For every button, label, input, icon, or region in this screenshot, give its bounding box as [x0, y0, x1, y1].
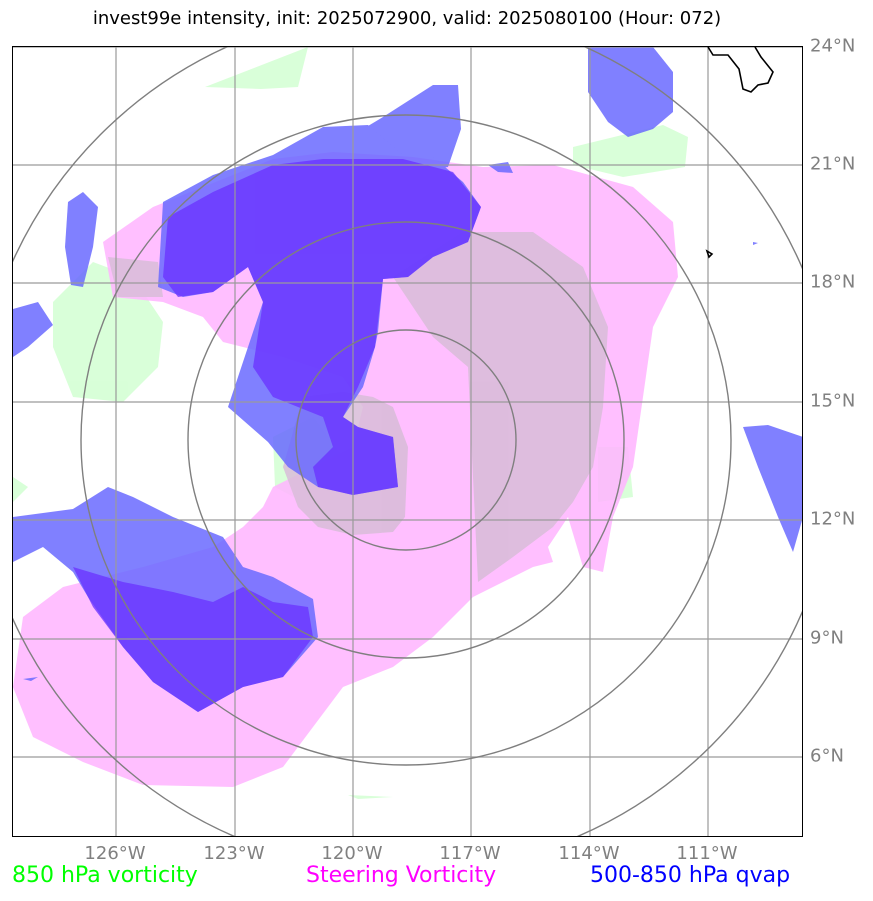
lon-label-120w: 120°W: [321, 843, 383, 864]
lon-label-114w: 114°W: [558, 843, 620, 864]
lat-label-9n: 9°N: [810, 627, 844, 649]
lon-label-126w: 126°W: [84, 843, 146, 864]
legend-850-vorticity: 850 hPa vorticity: [12, 863, 198, 888]
lat-label-18n: 18°N: [810, 271, 856, 293]
map-canvas: [13, 47, 802, 836]
lon-label-111w: 111°W: [676, 843, 738, 864]
legend-steering-vorticity: Steering Vorticity: [306, 863, 497, 888]
distance-rings: [13, 47, 802, 836]
lat-label-24n: 24°N: [810, 35, 856, 57]
map-title: invest99e intensity, init: 2025072900, v…: [92, 8, 722, 29]
lat-label-21n: 21°N: [810, 153, 856, 175]
lat-label-12n: 12°N: [810, 508, 856, 530]
lon-label-117w: 117°W: [439, 843, 501, 864]
lon-label-123w: 123°W: [203, 843, 265, 864]
map-panel[interactable]: [12, 46, 803, 837]
lat-label-6n: 6°N: [810, 745, 844, 767]
coastline: [705, 47, 774, 259]
lat-label-15n: 15°N: [810, 390, 856, 412]
graticule: [13, 47, 802, 836]
legend-qvap: 500-850 hPa qvap: [590, 863, 791, 888]
